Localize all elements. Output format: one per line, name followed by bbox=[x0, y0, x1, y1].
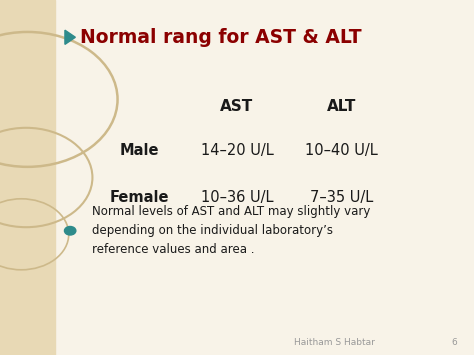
Text: Normal levels of AST and ALT may slightly vary
depending on the individual labor: Normal levels of AST and ALT may slightl… bbox=[92, 205, 371, 256]
Text: ALT: ALT bbox=[327, 99, 356, 114]
Text: 10–40 U/L: 10–40 U/L bbox=[305, 143, 378, 158]
Circle shape bbox=[64, 226, 76, 235]
Text: 10–36 U/L: 10–36 U/L bbox=[201, 190, 273, 204]
Text: AST: AST bbox=[220, 99, 254, 114]
Polygon shape bbox=[65, 30, 75, 44]
Text: Male: Male bbox=[120, 143, 160, 158]
Text: 7–35 U/L: 7–35 U/L bbox=[310, 190, 373, 204]
Bar bbox=[0, 0, 55, 355]
Text: Normal rang for AST & ALT: Normal rang for AST & ALT bbox=[80, 28, 361, 47]
Text: Female: Female bbox=[110, 190, 170, 204]
Text: 14–20 U/L: 14–20 U/L bbox=[201, 143, 273, 158]
Text: 6: 6 bbox=[452, 338, 457, 347]
Text: Haitham S Habtar: Haitham S Habtar bbox=[294, 338, 375, 347]
